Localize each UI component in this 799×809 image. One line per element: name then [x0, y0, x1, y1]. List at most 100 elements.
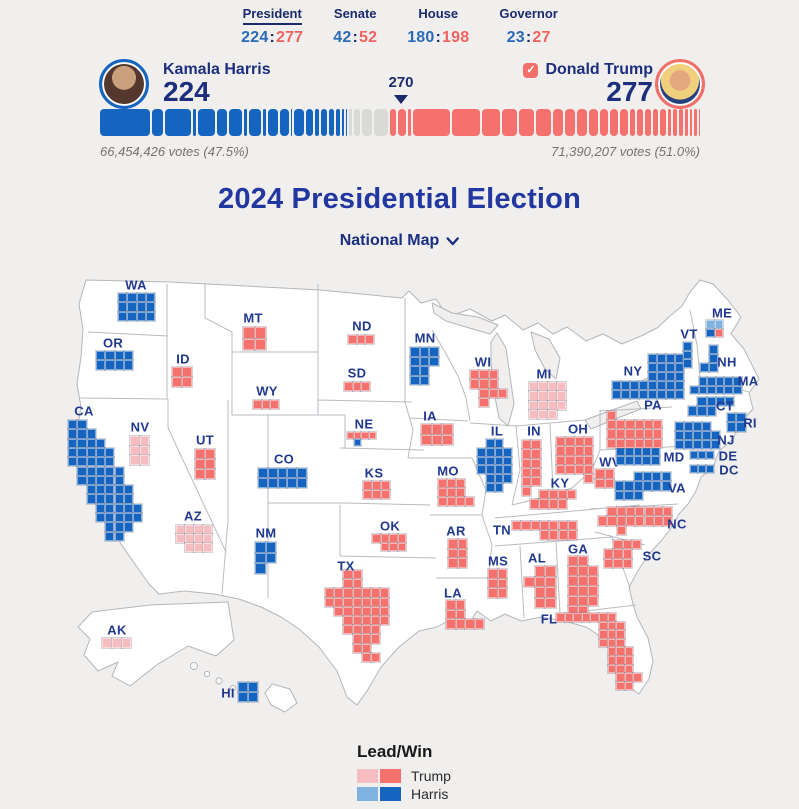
state-square-PA	[605, 409, 618, 422]
harris-bar-segment	[263, 109, 267, 136]
state-square-CA	[113, 521, 125, 533]
state-square-PA	[624, 419, 636, 431]
state-square-IA	[430, 433, 443, 446]
state-square-KY	[538, 498, 550, 510]
state-square-RI	[735, 411, 747, 424]
state-square-FL	[615, 680, 626, 692]
state-label-VT: VT	[680, 326, 698, 342]
state-square-AR	[456, 538, 468, 550]
state-square-NJ	[692, 421, 703, 432]
legend-row-trump: Trump	[357, 768, 451, 784]
trump-electoral-votes: 277	[606, 76, 653, 107]
state-square-CA	[104, 530, 116, 542]
state-square-WA	[135, 301, 147, 313]
state-square-NC	[596, 515, 609, 527]
state-label-WA: WA	[125, 277, 147, 293]
scoreboard-tabs: President 224:277 Senate 42:52 House 180:198 G…	[0, 6, 799, 47]
state-square-CA	[94, 493, 107, 505]
state-square-WA	[126, 310, 138, 322]
state-square-AZ	[193, 524, 204, 535]
tab-house[interactable]: House 180:198	[407, 6, 469, 47]
state-square-OH	[554, 463, 567, 476]
state-square-TX	[342, 568, 354, 581]
state-square-PA	[651, 428, 664, 440]
alaska-shape	[77, 601, 235, 687]
state-square-FL	[623, 646, 635, 657]
state-square-CA	[76, 465, 88, 477]
legend-win-swatch	[380, 787, 401, 801]
state-label-OR: OR	[102, 335, 124, 351]
state-square-GA	[577, 595, 589, 607]
state-square-IL	[493, 473, 505, 484]
state-square-MO	[446, 478, 457, 489]
state-label-WY: WY	[256, 383, 278, 399]
harris-electoral-votes: 224	[163, 76, 210, 107]
state-square-TX	[351, 605, 363, 618]
harris-bar-segment	[268, 109, 279, 136]
state-square-NY	[647, 353, 658, 364]
map-selector-label: National Map	[339, 232, 440, 249]
state-square-WI	[487, 387, 499, 399]
state-square-OH	[564, 445, 576, 457]
state-square-NV	[138, 435, 150, 447]
tab-label: Governor	[499, 6, 558, 21]
state-square-CT	[696, 395, 708, 408]
state-square-IL	[476, 446, 487, 458]
state-square-NV	[138, 454, 150, 466]
state-square-OK	[379, 541, 391, 553]
state-square-ND	[355, 334, 367, 345]
state-square-CA	[76, 418, 88, 431]
state-square-AZ	[175, 533, 186, 544]
state-square-MI	[546, 390, 558, 402]
state-square-SC	[612, 548, 624, 560]
state-square-NC	[652, 515, 665, 527]
state-label-AK: AK	[107, 622, 127, 638]
state-square-TX	[351, 587, 363, 599]
state-square-NC	[643, 515, 655, 527]
state-square-TX	[360, 614, 373, 627]
state-square-IL	[493, 482, 505, 493]
state-square-ID	[171, 376, 183, 388]
state-square-CA	[104, 456, 116, 468]
state-square-AZ	[175, 524, 186, 535]
state-square-RI	[725, 421, 738, 433]
state-square-FL	[589, 612, 600, 623]
trump-bar-segment	[389, 109, 397, 136]
tab-senate[interactable]: Senate 42:52	[333, 6, 377, 47]
state-square-MD	[641, 454, 653, 466]
state-square-WI	[468, 368, 481, 381]
state-square-NJ	[692, 430, 703, 441]
state-square-MA	[723, 384, 734, 396]
state-square-CA	[94, 456, 107, 468]
state-square-NY	[647, 362, 658, 373]
state-square-NC	[652, 505, 665, 518]
state-square-IL	[493, 446, 505, 458]
state-square-KY	[528, 498, 541, 510]
state-square-NJ	[674, 430, 685, 441]
tab-president[interactable]: President 224:277	[241, 6, 303, 47]
state-square-KS	[362, 480, 373, 491]
state-square-RI	[735, 421, 747, 433]
state-square-FL	[606, 620, 618, 632]
state-square-FL	[615, 629, 626, 640]
tab-governor[interactable]: Governor 23:27	[499, 6, 558, 47]
state-square-OH	[582, 473, 595, 485]
state-square-WV	[594, 468, 606, 480]
state-square-MS	[496, 568, 509, 580]
state-label-DE: DE	[718, 448, 738, 464]
state-square-NC	[634, 515, 646, 527]
state-square-LA	[454, 599, 466, 611]
state-square-UT	[204, 468, 216, 480]
state-square-CA	[122, 502, 135, 515]
state-square-PA	[633, 419, 645, 431]
state-label-AR: AR	[446, 523, 466, 539]
state-square-MA	[732, 384, 743, 396]
state-square-IN	[530, 457, 542, 469]
harris-bar-segment	[335, 109, 340, 136]
state-square-WA	[116, 291, 129, 304]
map-selector-dropdown[interactable]: National Map	[340, 232, 460, 250]
state-square-MT	[253, 326, 267, 340]
state-square-NJ	[674, 439, 685, 450]
state-square-CA	[85, 465, 97, 477]
state-square-ME	[705, 327, 716, 339]
